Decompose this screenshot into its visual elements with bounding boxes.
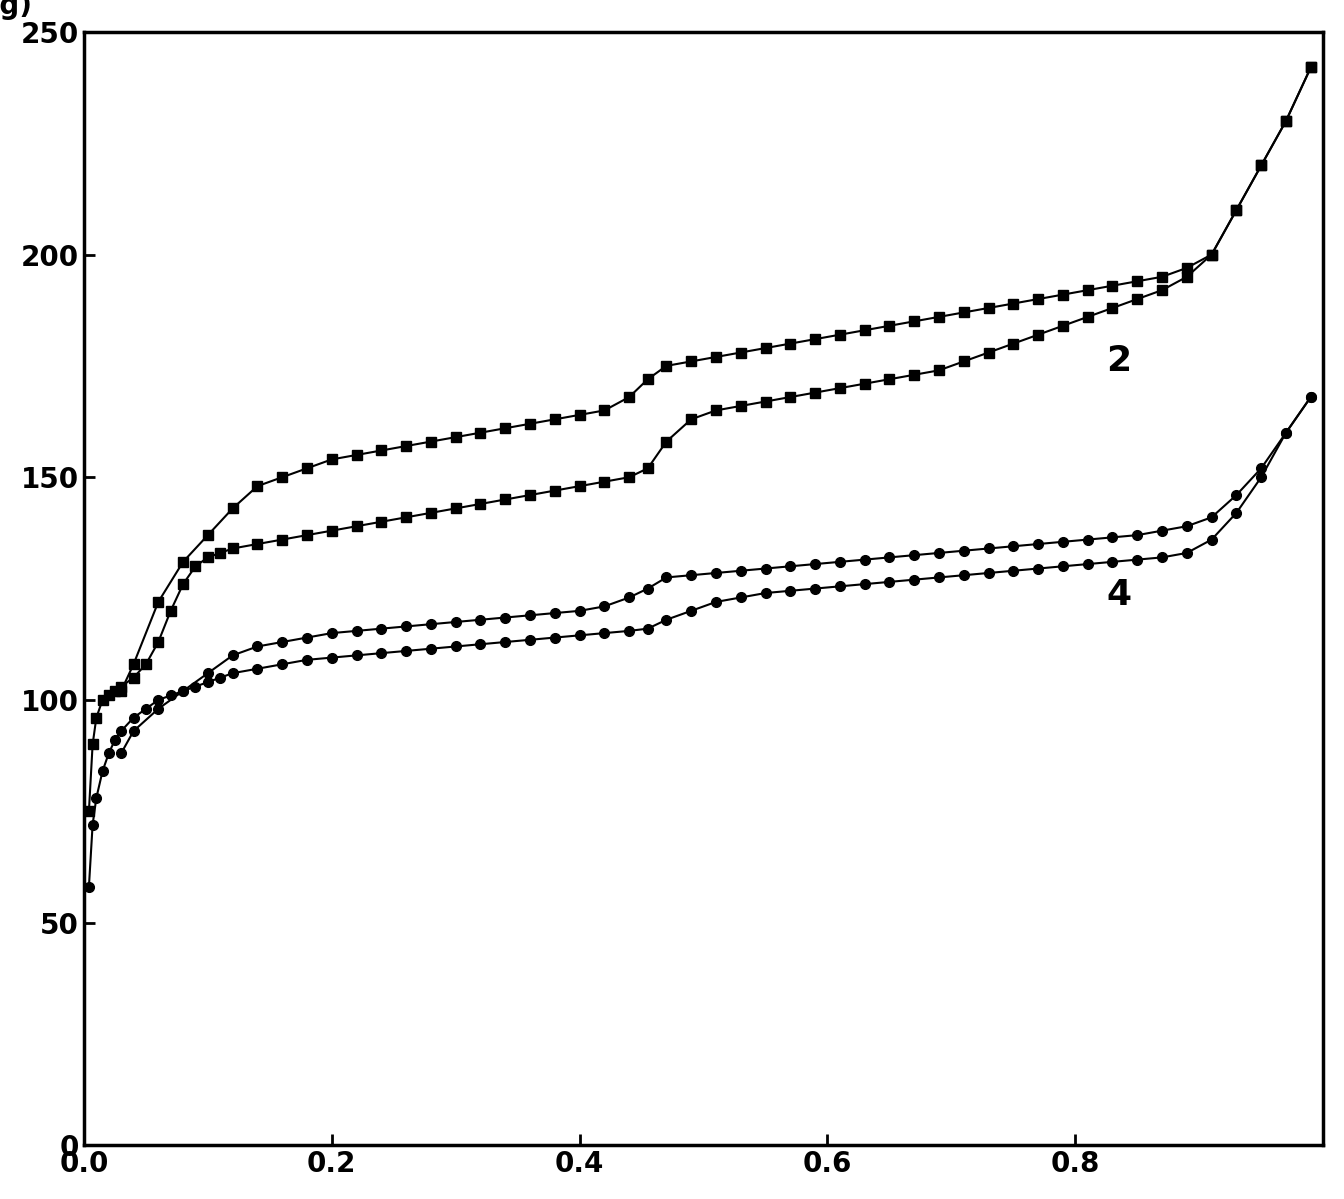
Text: 2: 2 (1106, 344, 1132, 379)
Text: 4: 4 (1106, 578, 1132, 613)
Text: (cm³/g): (cm³/g) (0, 0, 32, 20)
